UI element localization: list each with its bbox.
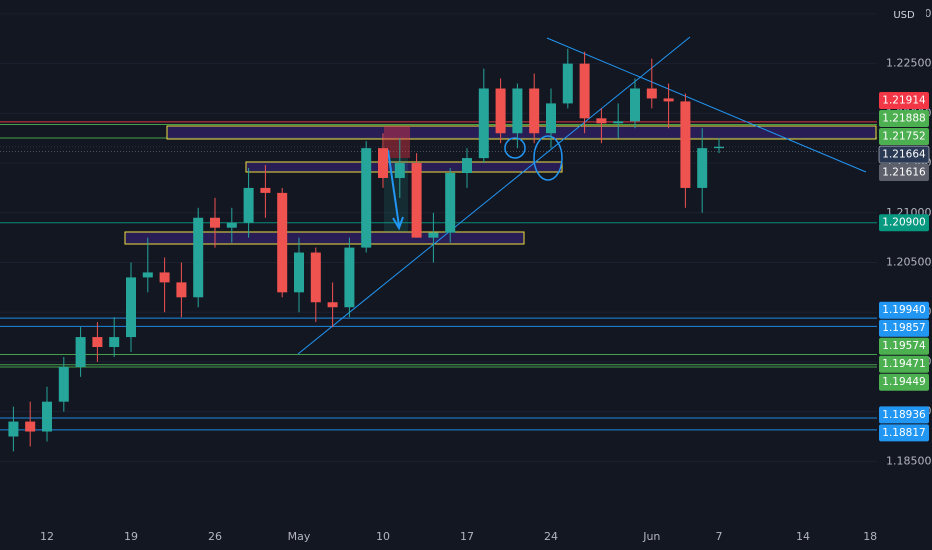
candle-body xyxy=(109,337,120,348)
level-label-box xyxy=(879,128,929,146)
x-tick-label: 12 xyxy=(40,530,54,543)
candle-body xyxy=(310,252,321,303)
candles xyxy=(8,48,724,452)
candle-body xyxy=(42,401,52,432)
level-label: 1.21888 xyxy=(882,113,925,125)
candle-body xyxy=(512,88,523,134)
candle-body xyxy=(663,98,674,102)
x-tick-label: 18 xyxy=(863,530,877,543)
trendline xyxy=(546,37,867,173)
candle-body xyxy=(25,421,36,432)
candle-body xyxy=(344,247,355,308)
candle-body xyxy=(394,163,405,178)
level-label: 1.18817 xyxy=(882,427,925,439)
candle-body xyxy=(613,121,624,124)
axes: 1.185001.190001.195001.200001.205001.210… xyxy=(40,7,932,543)
candle-body xyxy=(462,158,472,174)
level-label: 1.21752 xyxy=(882,131,925,143)
candle-body xyxy=(176,282,187,298)
level-label: 1.18936 xyxy=(882,409,926,421)
candle-body xyxy=(92,337,103,348)
arrow xyxy=(387,149,400,227)
level-label: 1.20900 xyxy=(882,217,925,229)
candle-body xyxy=(226,222,237,228)
level-label: 1.19449 xyxy=(882,376,925,388)
candle-body xyxy=(714,146,724,149)
level-label-box xyxy=(879,319,929,337)
level-label: 1.19471 xyxy=(882,358,925,370)
candle-body xyxy=(193,217,204,298)
candle-body xyxy=(529,88,540,134)
level-label-box xyxy=(879,301,929,319)
level-label: 1.19857 xyxy=(882,322,925,334)
trendline xyxy=(297,36,691,355)
x-tick-label: 24 xyxy=(544,530,558,543)
candle-body xyxy=(428,232,439,238)
candle-body xyxy=(697,148,708,188)
level-label: 1.21664 xyxy=(882,149,926,161)
level-label: 1.21616 xyxy=(882,167,926,179)
candle-body xyxy=(58,366,69,402)
y-tick-label: 1.18500 xyxy=(886,454,932,467)
x-tick-label: 26 xyxy=(208,530,222,543)
level-label: 1.19940 xyxy=(882,304,925,316)
candle-body xyxy=(596,118,607,124)
level-label-box xyxy=(879,424,929,442)
candle-body xyxy=(546,103,556,134)
x-tick-label: 10 xyxy=(376,530,390,543)
candle-body xyxy=(210,217,220,228)
level-label-box xyxy=(879,92,929,110)
grid xyxy=(0,13,877,462)
candle-body xyxy=(75,337,86,367)
level-label: 1.21914 xyxy=(882,95,926,107)
currency[interactable]: USD xyxy=(893,10,915,21)
level-label-box xyxy=(879,164,929,182)
candle-body xyxy=(277,192,288,293)
candle-body xyxy=(495,88,506,134)
candle-body xyxy=(260,187,271,193)
candle-body xyxy=(562,63,573,104)
circle-marker xyxy=(504,137,526,159)
candle-body xyxy=(327,302,338,308)
x-tick-label: 17 xyxy=(460,530,474,543)
x-tick-label: 14 xyxy=(796,530,810,543)
candle-body xyxy=(142,272,153,278)
candle-body xyxy=(579,63,590,119)
candle-body xyxy=(478,88,489,159)
x-tick-label: 7 xyxy=(716,530,723,543)
level-label-box xyxy=(879,406,929,424)
x-tick-label: 19 xyxy=(124,530,138,543)
candle-body xyxy=(8,421,19,437)
level-label-box xyxy=(879,373,929,391)
level-label-box xyxy=(879,214,929,232)
candle-body xyxy=(646,88,657,99)
candle-body xyxy=(294,252,304,293)
candle-body xyxy=(680,101,691,188)
candle-body xyxy=(159,272,170,283)
level-label-box xyxy=(879,337,929,355)
candle-body xyxy=(243,187,254,223)
x-tick-label: Jun xyxy=(642,530,660,543)
x-tick-label: May xyxy=(288,530,311,543)
y-tick-label: 1.22500 xyxy=(886,57,932,70)
level-label-box xyxy=(879,110,929,128)
candle-body xyxy=(378,148,388,178)
candle-body xyxy=(126,277,136,338)
candle-body xyxy=(630,88,640,122)
candle-body xyxy=(411,163,422,238)
currency-button[interactable] xyxy=(882,6,926,24)
level-label-box xyxy=(879,355,929,373)
level-label-box xyxy=(878,145,930,164)
y-tick-label: 1.20500 xyxy=(886,255,932,268)
level-label: 1.19574 xyxy=(882,340,926,352)
candle-body xyxy=(445,173,456,233)
zone xyxy=(124,231,525,245)
circle-marker xyxy=(533,135,563,181)
candle-body xyxy=(361,148,372,248)
arrow-head xyxy=(392,216,404,231)
